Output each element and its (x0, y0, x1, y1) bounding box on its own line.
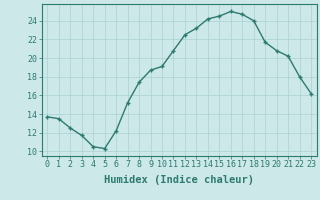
X-axis label: Humidex (Indice chaleur): Humidex (Indice chaleur) (104, 175, 254, 185)
